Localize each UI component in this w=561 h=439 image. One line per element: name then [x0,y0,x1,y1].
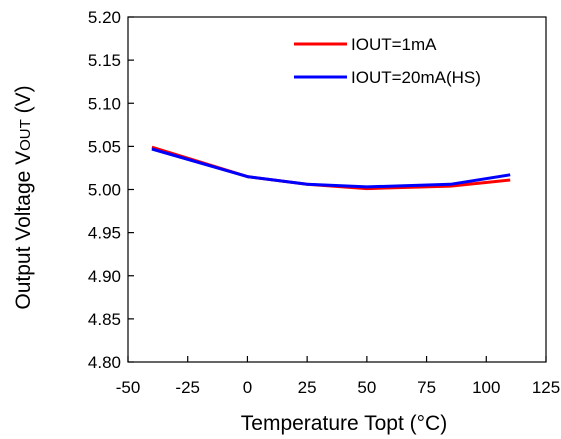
series-line-2 [151,147,511,189]
y-axis-title-unit: (V) [12,85,35,119]
legend: IOUT=1mA IOUT=20mA(HS) [294,35,481,87]
y-tick-label: 4.90 [88,267,121,286]
series-group [151,145,511,191]
x-tick-label: -25 [175,378,200,397]
y-tick-label: 4.85 [88,310,121,329]
x-tick-label: 75 [417,378,436,397]
x-tick-label: 100 [472,378,500,397]
y-tick-label: 5.15 [88,51,121,70]
y-axis-title: Output Voltage VOUT (V) [12,85,35,309]
y-tick-label: 4.95 [88,224,121,243]
y-tick-label: 5.00 [88,181,121,200]
y-tick-label: 5.10 [88,94,121,113]
y-tick-label: 4.80 [88,353,121,372]
y-axis-title-subscript: OUT [17,119,34,151]
legend-label-2: IOUT=20mA(HS) [351,68,481,87]
x-axis-title: Temperature Topt (°C) [241,412,447,435]
x-tick-label: 25 [298,378,317,397]
x-tick-label: 0 [243,378,252,397]
x-tick-label: 125 [532,378,560,397]
x-tick-label: -50 [116,378,141,397]
legend-label-1: IOUT=1mA [351,35,437,54]
x-tick-label: 50 [357,378,376,397]
y-tick-label: 5.20 [88,8,121,27]
x-tick-group: -50 -25 0 25 50 75 100 125 [116,356,560,397]
y-tick-group: 4.80 4.85 4.90 4.95 5.00 5.05 5.10 5.15 5.20 [88,8,134,372]
y-axis-title-main: Output Voltage V [12,151,35,310]
y-tick-label: 5.05 [88,137,121,156]
